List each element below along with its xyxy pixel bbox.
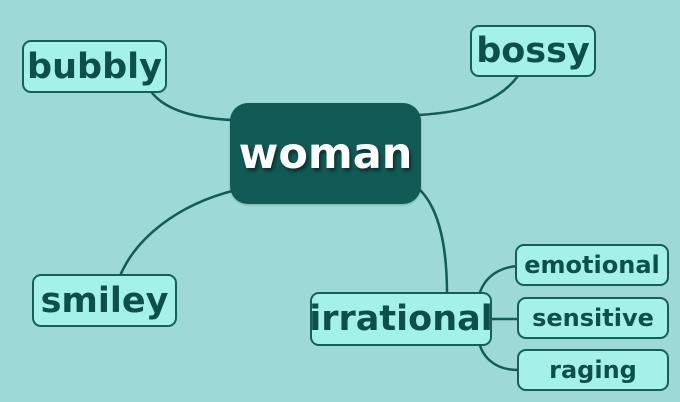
connector-root-bubbly [148, 88, 234, 122]
sub-node-raging[interactable]: raging [517, 349, 669, 391]
branch-node-bossy[interactable]: bossy [470, 25, 596, 77]
connector-root-bossy [417, 74, 520, 117]
branch-node-label: smiley [40, 280, 169, 321]
branch-node-irrational[interactable]: irrational [309, 292, 493, 346]
root-node-label: woman [238, 128, 413, 179]
sub-node-sensitive[interactable]: sensitive [517, 297, 669, 339]
branch-node-smiley[interactable]: smiley [32, 274, 177, 327]
branch-node-label: bubbly [27, 46, 162, 87]
sub-node-label: emotional [524, 251, 660, 279]
root-node[interactable]: woman [230, 103, 421, 204]
branch-node-label: irrational [309, 299, 493, 339]
sub-node-label: sensitive [532, 304, 654, 332]
sub-node-label: raging [549, 356, 637, 384]
connector-root-irrational [418, 188, 449, 296]
connector-root-smiley [118, 188, 238, 278]
sub-node-emotional[interactable]: emotional [515, 244, 669, 286]
branch-node-bubbly[interactable]: bubbly [22, 40, 167, 93]
branch-node-label: bossy [476, 31, 590, 71]
